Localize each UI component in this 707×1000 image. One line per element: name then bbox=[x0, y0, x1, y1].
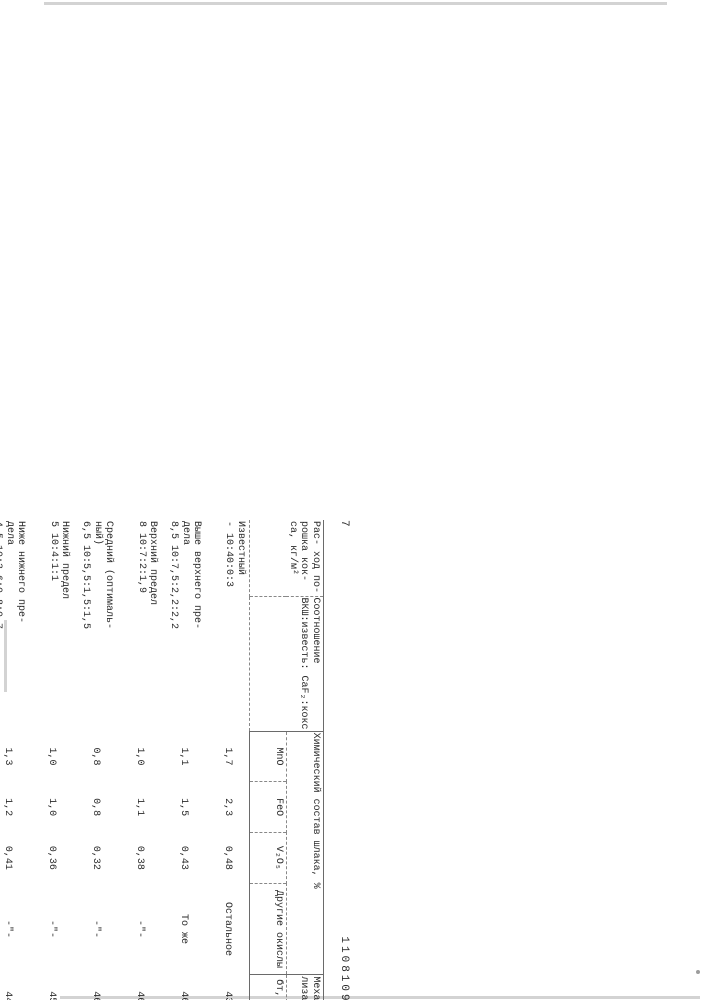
cell: 1,7 bbox=[206, 731, 250, 782]
cell: 465 bbox=[74, 975, 118, 1000]
row-label: Средний (оптималь- ный) 6,5 10:5,5:1,5:1… bbox=[74, 520, 118, 731]
colgroup-mech: Механические свойства стали (норма- лиза… bbox=[287, 975, 324, 1000]
table-body: Известный - 10:40:0:31,72,30,48Остальное… bbox=[0, 520, 250, 1000]
cell: 0,8 bbox=[74, 731, 118, 782]
col-v2o5: V₂O₅ bbox=[250, 832, 287, 883]
col-feo: FeO bbox=[250, 782, 287, 833]
table-row: Нижний предел 5 10:4:1:11,01,00,36-"-455… bbox=[30, 520, 74, 1000]
table-row: Средний (оптималь- ный) 6,5 10:5,5:1,5:1… bbox=[74, 520, 118, 1000]
row-label: Верхний предел 8 10:7:2:1,9 bbox=[118, 520, 162, 731]
cell: 0,38 bbox=[118, 832, 162, 883]
data-table: Рас- ход по- рошка кок- са, кг/м² Соотно… bbox=[0, 520, 324, 1000]
rotated-content: 7 1108109 8 Продолжение табл. 1 Рас- ход… bbox=[0, 520, 350, 1000]
cell: 1,1 bbox=[118, 782, 162, 833]
cell: 1,3 bbox=[0, 731, 30, 782]
table-row: Ниже нижнего пре- дела 4,5 10:3,6:0,8:0,… bbox=[0, 520, 30, 1000]
col-oxide: Другие окислы bbox=[250, 883, 287, 975]
cell: 0,43 bbox=[162, 832, 206, 883]
cell: Остальное bbox=[206, 883, 250, 975]
scan-dot bbox=[696, 970, 700, 974]
cell: 435 bbox=[206, 975, 250, 1000]
row-label: Известный - 10:40:0:3 bbox=[206, 520, 250, 731]
cell: 464 bbox=[162, 975, 206, 1000]
col-sigma-t: Ϭт, МПа bbox=[250, 975, 287, 1000]
cell: -"- bbox=[74, 883, 118, 975]
table-row: Выше верхнего пре- дела 8,5 10:7,5:2,2:2… bbox=[162, 520, 206, 1000]
row-label: Нижний предел 5 10:4:1:1 bbox=[30, 520, 74, 731]
page: 7 1108109 8 Продолжение табл. 1 Рас- ход… bbox=[0, 0, 707, 1000]
cell: 1,5 bbox=[162, 782, 206, 833]
col-coke: Рас- ход по- рошка кок- са, кг/м² bbox=[250, 520, 324, 596]
cell: 1,0 bbox=[118, 731, 162, 782]
col-ratio: Соотношение ВКШ:известь: CaF₂:кокс bbox=[250, 596, 324, 731]
cell: 0,36 bbox=[30, 832, 74, 883]
header-row-top: Рас- ход по- рошка кок- са, кг/м² Соотно… bbox=[287, 520, 324, 1000]
cell: -"- bbox=[0, 883, 30, 975]
cell: 455 bbox=[30, 975, 74, 1000]
cell: 1,0 bbox=[30, 731, 74, 782]
scan-artifact-top bbox=[44, 2, 667, 5]
document-id: 1108109 bbox=[338, 610, 350, 1000]
cell: 0,32 bbox=[74, 832, 118, 883]
colgroup-slag: Химический состав шлака, % bbox=[287, 731, 324, 975]
col-mno: MnO bbox=[250, 731, 287, 782]
row-label: Ниже нижнего пре- дела 4,5 10:3,6:0,8:0,… bbox=[0, 520, 30, 731]
cell: 1,2 bbox=[0, 782, 30, 833]
cell: 440 bbox=[0, 975, 30, 1000]
cell: 2,3 bbox=[206, 782, 250, 833]
cell: -"- bbox=[30, 883, 74, 975]
table-row: Верхний предел 8 10:7:2:1,91,01,10,38-"-… bbox=[118, 520, 162, 1000]
cell: 0,48 bbox=[206, 832, 250, 883]
table-continuation-caption: Продолжение табл. 1 bbox=[324, 520, 336, 1000]
cell: -"- bbox=[118, 883, 162, 975]
cell: 0,41 bbox=[0, 832, 30, 883]
cell: 1,0 bbox=[30, 782, 74, 833]
cell: 1,1 bbox=[162, 731, 206, 782]
cell: То же bbox=[162, 883, 206, 975]
header-bar: 7 1108109 8 bbox=[338, 520, 350, 1000]
row-label: Выше верхнего пре- дела 8,5 10:7,5:2,2:2… bbox=[162, 520, 206, 731]
cell: 0,8 bbox=[74, 782, 118, 833]
table-row: Известный - 10:40:0:31,72,30,48Остальное… bbox=[206, 520, 250, 1000]
cell: 463 bbox=[118, 975, 162, 1000]
page-number-left: 7 bbox=[338, 520, 350, 610]
